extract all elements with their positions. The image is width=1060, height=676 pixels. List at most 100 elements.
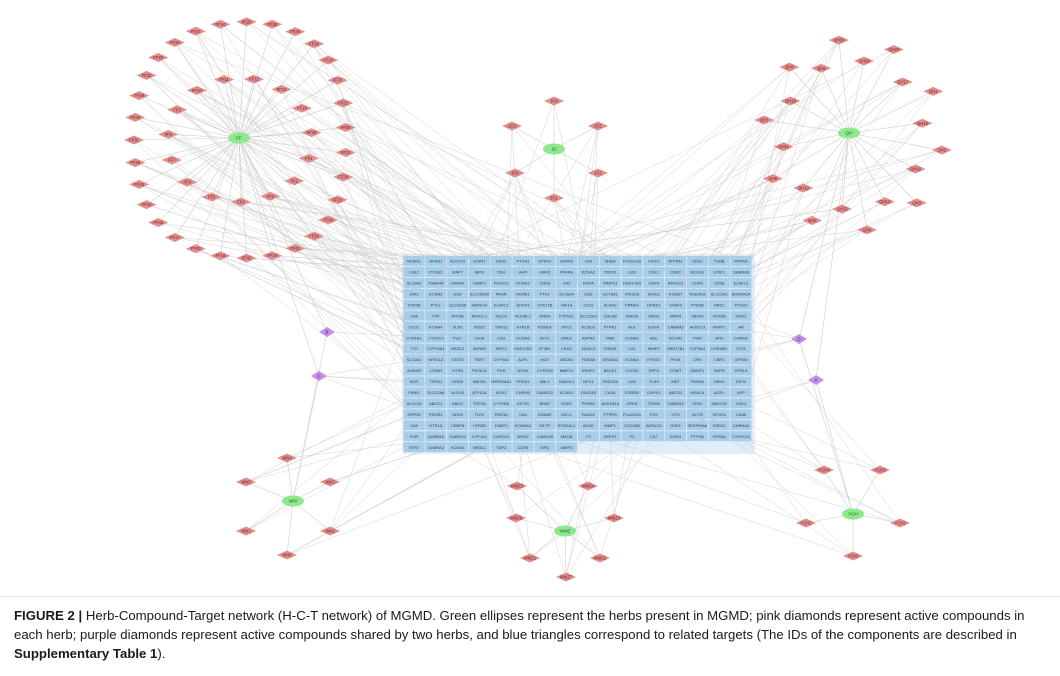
target-label: PDE5A <box>691 379 704 384</box>
target-label: ELAVL3 <box>734 281 749 286</box>
target-triangle <box>425 256 447 266</box>
target-label: PARP1 <box>713 324 727 329</box>
target-node: DRD2 <box>556 332 578 343</box>
target-node: HIF1A <box>556 299 578 310</box>
target-label: NOX4 <box>518 368 530 373</box>
target-triangle <box>447 431 469 442</box>
target-node: EIF3I <box>730 376 752 387</box>
herb-compound-edge <box>803 132 850 189</box>
target-node: PPARG <box>621 299 643 310</box>
compound-node-label: FF35 <box>267 22 277 27</box>
target-node: TLR2 <box>468 409 490 420</box>
target-label: F3 <box>586 434 591 439</box>
target-node: PGR <box>403 431 425 442</box>
compound-node-shape <box>260 191 281 201</box>
target-node: ABCC2 <box>425 398 447 409</box>
compound-node-label: FF39 <box>338 175 348 180</box>
herb-compound-edge <box>238 107 302 139</box>
target-triangle <box>686 321 708 332</box>
target-triangle <box>512 343 534 354</box>
target-node: CA1 <box>621 343 643 354</box>
compound-node: FF10 <box>186 85 207 95</box>
target-triangle <box>490 420 512 431</box>
herb-node: WMZ <box>554 525 576 537</box>
target-label: TLR9 <box>649 379 660 384</box>
target-triangle <box>534 387 556 398</box>
target-node: AKR1C1 <box>468 310 490 321</box>
target-label: CYP2C8 <box>537 368 553 373</box>
target-label: GSD <box>453 291 462 296</box>
compound-node-label: FF11 <box>219 77 229 82</box>
compound-node-shape <box>320 526 340 536</box>
compound-node-label: WN3 <box>325 480 335 485</box>
target-triangle <box>512 321 534 332</box>
compound-node: FF2 <box>284 176 305 186</box>
herb-ellipse <box>228 132 250 144</box>
compound-node: WN5 <box>236 477 256 487</box>
target-node: MET <box>665 376 687 387</box>
target-label: ADL <box>650 335 659 340</box>
target-label: IGHG1 <box>648 291 661 296</box>
compound-node-shape <box>923 86 944 96</box>
herb-ellipse <box>282 495 304 507</box>
target-label: CDK2A3 <box>581 390 597 395</box>
target-label: CA4 <box>519 412 528 417</box>
target-triangle <box>425 431 447 442</box>
target-triangle <box>643 387 665 398</box>
target-node: PYCL <box>425 299 447 310</box>
compound-node-label: FF26 <box>242 19 252 24</box>
target-label: CCR4 <box>518 445 530 450</box>
target-node: MMP1 <box>599 420 621 431</box>
target-triangle <box>512 266 534 277</box>
target-triangle <box>468 442 490 453</box>
compound-node-shape <box>186 85 207 95</box>
compound-target-edge <box>740 123 923 327</box>
target-label: MMP13 <box>603 281 618 286</box>
target-label: CBS <box>584 291 593 296</box>
target-triangle <box>425 398 447 409</box>
target-label: CA1 <box>628 346 637 351</box>
compound-node-label: WN6 <box>282 553 292 558</box>
target-triangle <box>556 256 578 266</box>
target-triangle <box>730 398 752 409</box>
target-label: ERAP1 <box>582 368 596 373</box>
compound-node-shape <box>892 77 913 87</box>
target-node: MMP3 <box>556 442 578 453</box>
compound-node-label: FF19 <box>267 253 277 258</box>
compound-node-label: WN4 <box>282 456 292 461</box>
compound-node-label: QH16 <box>917 121 929 126</box>
target-label: SLC2A1 <box>407 357 423 362</box>
target-label: NCAM1 <box>407 259 422 264</box>
target-triangle <box>425 321 447 332</box>
herb-compound-edge <box>238 132 312 139</box>
target-triangle <box>730 431 752 442</box>
herb-compound-edge <box>764 119 850 134</box>
target-triangle <box>599 343 621 354</box>
target-triangle <box>686 288 708 299</box>
compound-node-shape <box>185 26 206 36</box>
target-triangle <box>556 365 578 376</box>
target-label: JUN <box>585 259 593 264</box>
compound-node-label: YCH3 <box>874 468 886 473</box>
target-triangle <box>643 256 665 266</box>
compound-target-edge <box>329 304 415 532</box>
target-triangle <box>403 299 425 310</box>
compound-target-edge <box>740 91 934 338</box>
compound-target-edge <box>211 196 436 437</box>
target-node: CXCR1 <box>621 365 643 376</box>
target-triangle <box>686 256 708 266</box>
target-label: PPARG <box>625 302 639 307</box>
target-node: ALOX15 <box>403 398 425 409</box>
target-label: PTPN11 <box>559 313 575 318</box>
target-label: AR <box>738 324 744 329</box>
compound-node-shape <box>231 197 252 207</box>
target-triangle <box>621 266 643 277</box>
target-node: KCNA3 <box>512 277 534 288</box>
compound-node-label: QH4 <box>863 227 872 232</box>
target-node: SLC6A2 <box>403 277 425 288</box>
target-label: KCNMA1 <box>515 423 532 428</box>
target-node: NOX2 <box>490 387 512 398</box>
target-node: MAOA <box>621 310 643 321</box>
target-node: ADRB2 <box>468 343 490 354</box>
target-node: SHBG <box>599 256 621 266</box>
